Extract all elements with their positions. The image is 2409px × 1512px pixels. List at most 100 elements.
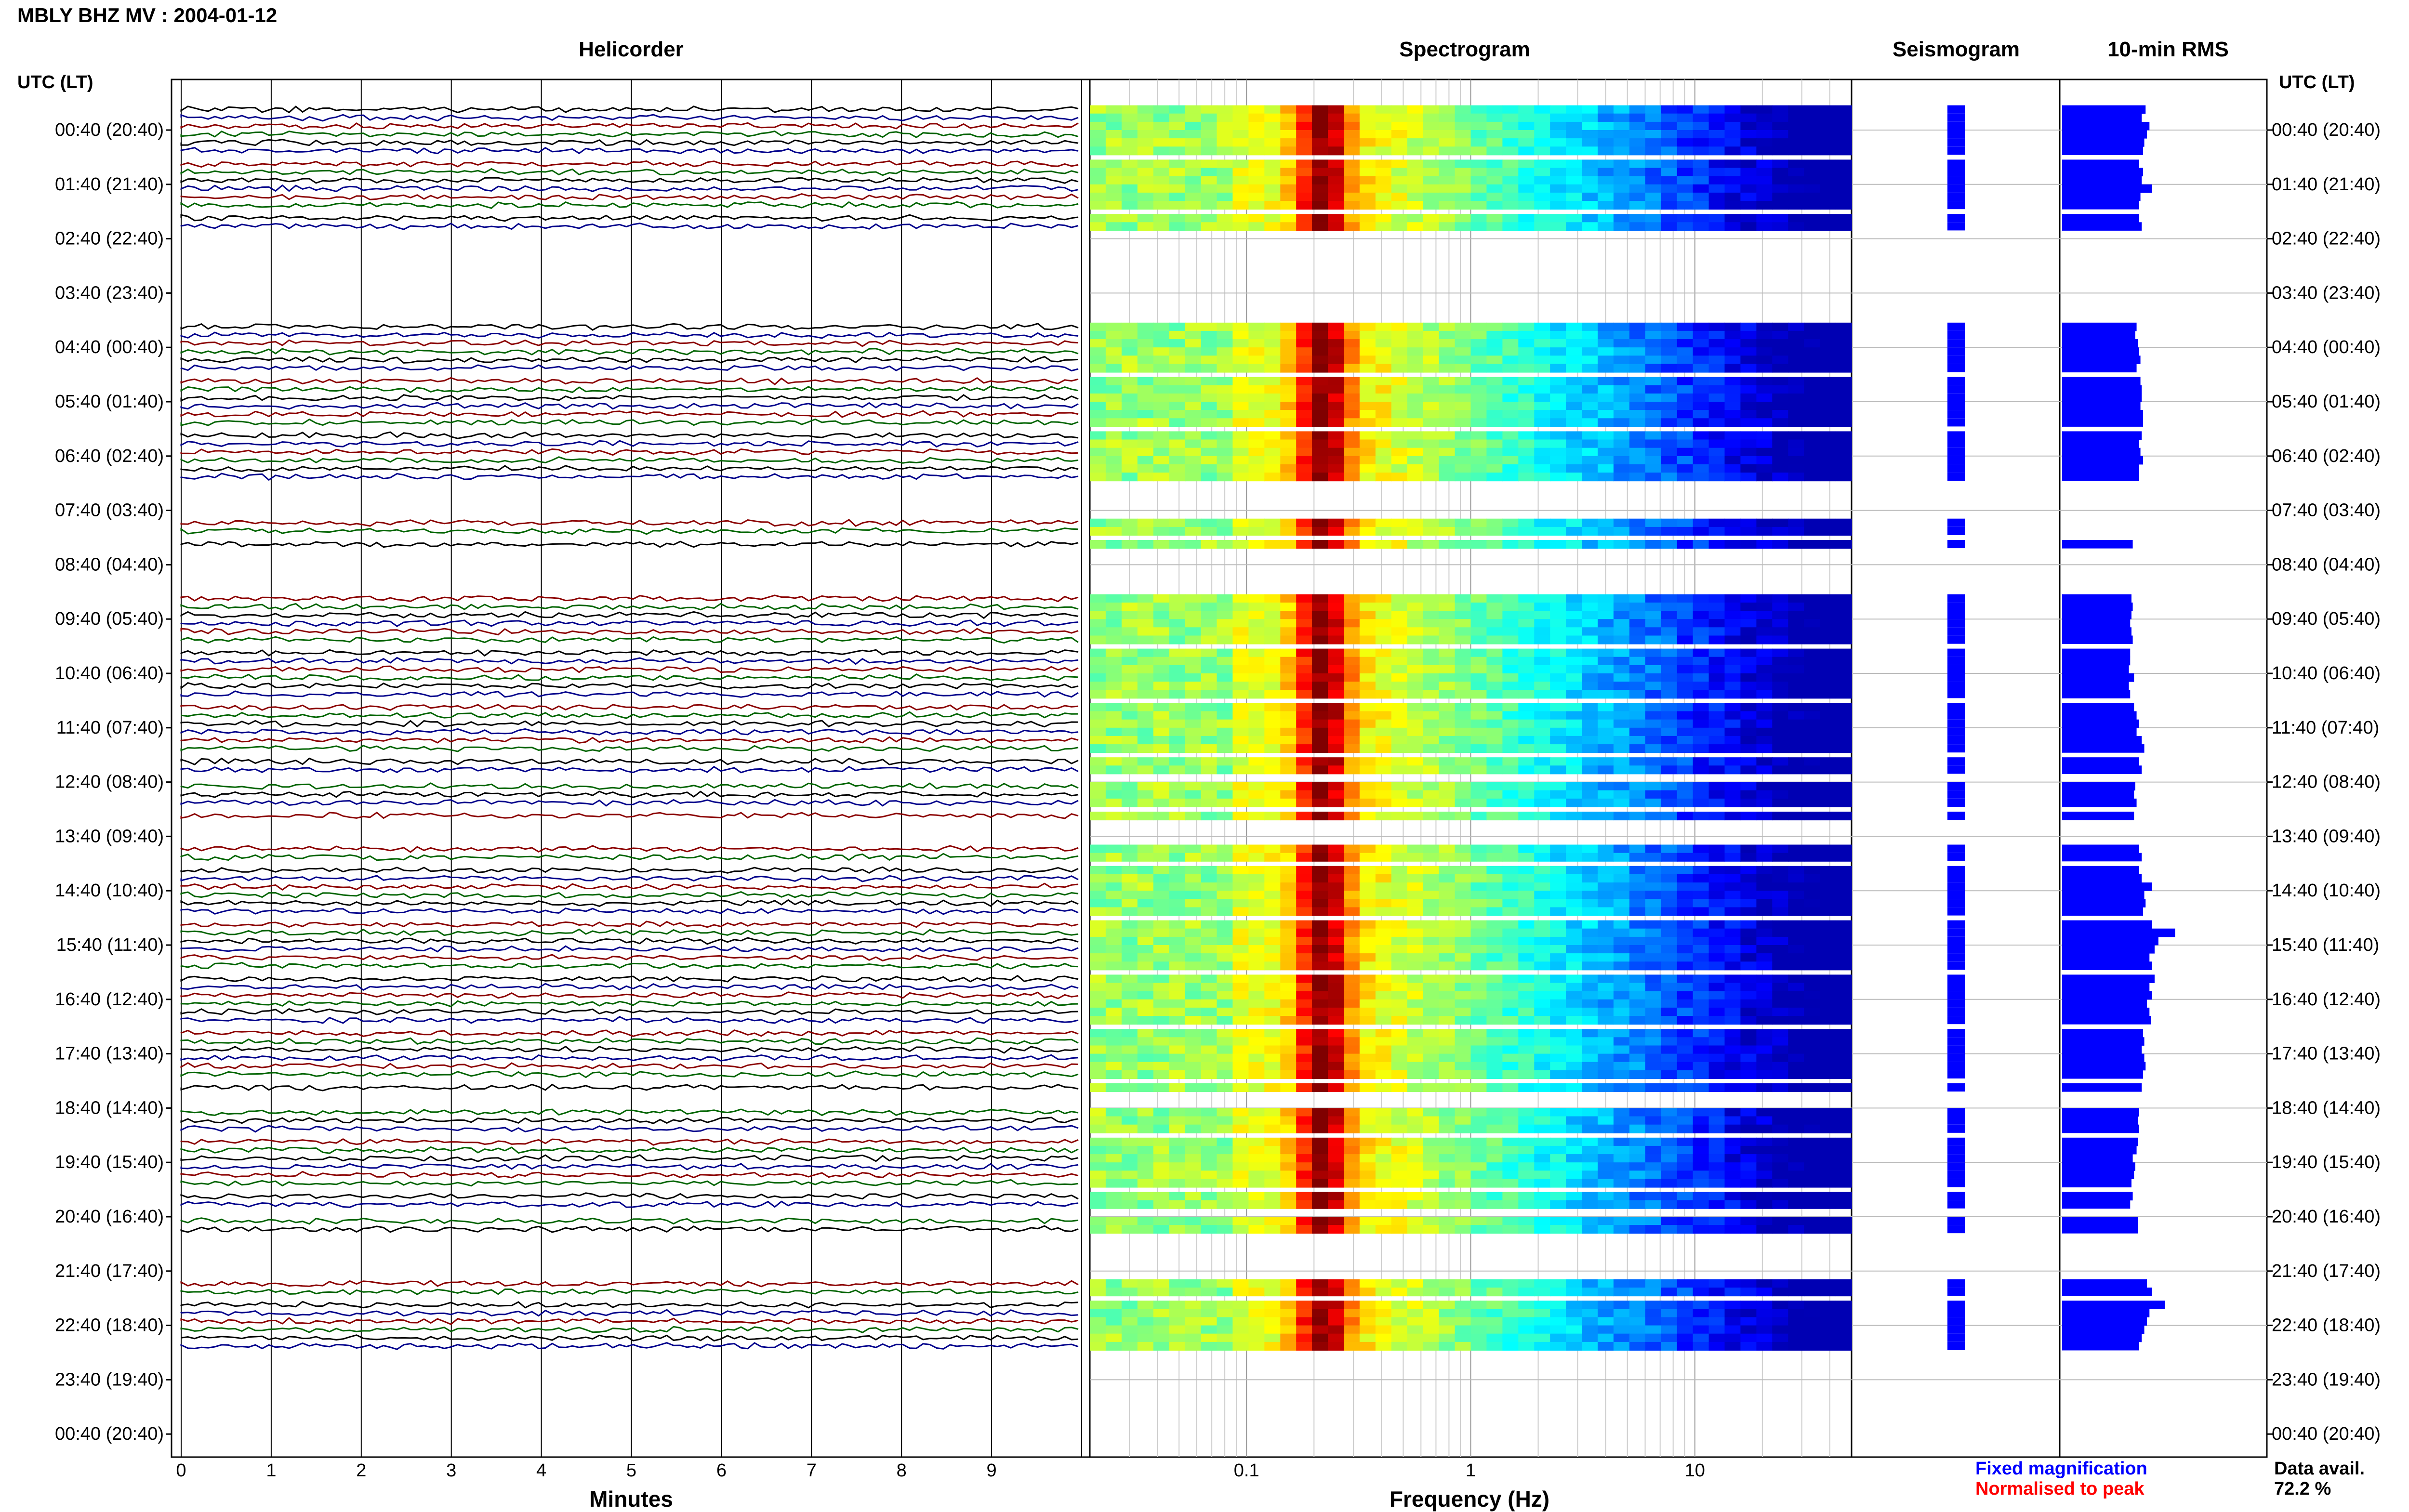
spectrogram-cell [1137, 945, 1154, 954]
spectrogram-cell [1137, 402, 1154, 411]
spectrogram-cell [1661, 736, 1678, 745]
spectrogram-cell [1375, 176, 1392, 185]
spectrogram-cell [1407, 364, 1424, 373]
spectrogram-cell [1486, 719, 1503, 728]
spectrogram-cell [1566, 1170, 1582, 1180]
helicorder-trace [180, 937, 1079, 945]
rms-bar [2062, 377, 2141, 386]
spectrogram-cell [1455, 719, 1471, 728]
spectrogram-cell [1502, 540, 1519, 549]
spectrogram-cell [1550, 798, 1567, 807]
spectrogram-cell [1248, 393, 1265, 402]
spectrogram-cell [1439, 594, 1456, 603]
spectrogram-cell [1264, 711, 1281, 720]
spectrogram-cell [1201, 355, 1218, 365]
spectrogram-cell [1566, 757, 1582, 766]
spectrogram-cell [1534, 1116, 1551, 1125]
spectrogram-cell [1598, 961, 1614, 971]
spectrogram-cell [1788, 192, 1805, 201]
seismogram-segment [1947, 377, 1965, 385]
spectrogram-cell [1328, 1145, 1344, 1155]
spectrogram-cell [1629, 121, 1646, 131]
spectrogram-cell [1518, 936, 1535, 946]
spectrogram-cell [1486, 176, 1503, 185]
spectrogram-cell [1470, 439, 1487, 448]
spectrogram-cell [1788, 920, 1805, 929]
spectrogram-cell [1677, 1162, 1694, 1171]
spectrogram-cell [1296, 920, 1313, 929]
spectrogram-cell [1201, 1108, 1218, 1117]
spectrogram-cell [1772, 907, 1789, 916]
spectrogram-cell [1375, 113, 1392, 122]
spectrogram-cell [1470, 518, 1487, 527]
spectrogram-cell [1804, 526, 1821, 536]
spectrogram-cell [1518, 1108, 1535, 1117]
spectrogram-cell [1407, 1116, 1424, 1125]
spectrogram-cell [1185, 526, 1202, 536]
spectrogram-cell [1518, 418, 1535, 427]
spectrogram-cell [1629, 719, 1646, 728]
spectrogram-cell [1105, 439, 1122, 448]
spectrogram-cell [1090, 619, 1106, 628]
spectrogram-cell [1613, 1179, 1630, 1188]
spectrogram-cell [1312, 1037, 1328, 1046]
rms-bar [2062, 418, 2143, 427]
spectrogram-cell [1693, 844, 1709, 854]
spectrogram-cell [1359, 594, 1376, 603]
spectrogram-cell [1534, 782, 1551, 791]
spectrogram-cell [1248, 526, 1265, 536]
spectrogram-cell [1772, 1124, 1789, 1133]
spectrogram-cell [1185, 611, 1202, 620]
spectrogram-cell [1629, 364, 1646, 373]
spectrogram-cell [1312, 431, 1328, 440]
spectrogram-cell [1582, 657, 1598, 666]
spectrogram-cell [1661, 757, 1678, 766]
spectrogram-cell [1169, 1037, 1186, 1046]
spectrogram-cell [1217, 711, 1233, 720]
spectrogram-cell [1582, 377, 1598, 386]
spectrogram-cell [1470, 945, 1487, 954]
spectrogram-cell [1439, 1037, 1456, 1046]
spectrogram-cell [1391, 711, 1408, 720]
spectrogram-cell [1137, 882, 1154, 892]
spectrogram-cell [1836, 690, 1852, 699]
spectrogram-cell [1264, 1037, 1281, 1046]
spectrogram-cell [1455, 602, 1471, 611]
spectrogram-cell [1375, 222, 1392, 231]
spectrogram-cell [1502, 1116, 1519, 1125]
spectrogram-cell [1328, 1053, 1344, 1063]
spectrogram-cell [1090, 339, 1106, 348]
spectrogram-cell [1391, 355, 1408, 365]
spectrogram-cell [1185, 920, 1202, 929]
spectrogram-cell [1391, 1116, 1408, 1125]
spectrogram-cell [1613, 844, 1630, 854]
spectrogram-cell [1296, 1137, 1313, 1146]
spectrogram-cell [1280, 999, 1297, 1008]
spectrogram-cell [1820, 1070, 1836, 1079]
spectrogram-cell [1550, 1108, 1567, 1117]
spectrogram-cell [1344, 330, 1360, 340]
spectrogram-cell [1105, 364, 1122, 373]
spectrogram-cell [1598, 765, 1614, 775]
spectrogram-cell [1375, 1192, 1392, 1201]
spectrogram-cell [1740, 1007, 1757, 1016]
spectrogram-cell [1693, 410, 1709, 419]
spectrogram-cell [1534, 121, 1551, 131]
spectrogram-cell [1121, 866, 1138, 875]
spectrogram-cell [1105, 464, 1122, 473]
spectrogram-cell [1312, 1062, 1328, 1071]
spectrogram-cell [1248, 1137, 1265, 1146]
spectrogram-cell [1312, 635, 1328, 644]
spectrogram-cell [1169, 798, 1186, 807]
spectrogram-cell [1359, 201, 1376, 210]
legend-normalised-peak: Normalised to peak [1975, 1479, 2144, 1499]
spectrogram-cell [1296, 222, 1313, 231]
spectrogram-cell [1470, 874, 1487, 883]
seismogram-segment [1947, 322, 1965, 331]
spectrogram-cell [1455, 377, 1471, 386]
helicorder-trace [180, 649, 1079, 657]
spectrogram-cell [1661, 201, 1678, 210]
rms-bar [2062, 936, 2158, 946]
spectrogram-cell [1518, 526, 1535, 536]
spectrogram-cell [1645, 983, 1662, 992]
